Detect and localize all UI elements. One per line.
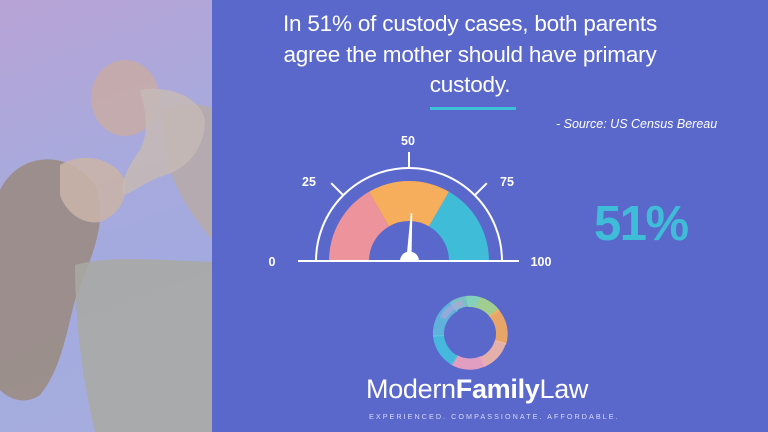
headline-line-2: agree the mother should have primary [283,41,657,67]
brand-name-family: Family [455,374,540,404]
headline-line-3: custody. [429,72,511,97]
photo-illustration [0,60,212,432]
headline-underline [430,107,516,110]
brand-name: ModernFamilyLaw [366,374,588,405]
gauge-segment-low [329,191,389,261]
gauge-chart: 0 25 50 75 100 [269,134,552,269]
gauge-hub [400,251,419,261]
mother-baby-photo [0,0,212,432]
source-citation: - Source: US Census Bereau [556,117,718,131]
gauge-outer-arc [315,167,503,262]
gauge-segment-high [429,191,489,261]
stat-percentage: 51% [594,197,689,251]
gauge-tick-75 [474,182,488,196]
gauge-label-25: 25 [302,175,316,189]
brand-tagline: EXPERIENCED. COMPASSIONATE. AFFORDABLE. [369,412,620,421]
gauge-label-0: 0 [269,255,276,269]
gauge-needle [406,213,413,258]
gauge-tick-25 [330,182,344,196]
brand-name-law: Law [539,374,589,404]
gauge-label-100: 100 [531,255,552,269]
gauge-label-75: 75 [500,175,514,189]
headline: In 51% of custody cases, both parents ag… [230,9,710,101]
gauge-segment-mid [369,181,449,227]
headline-line-1: In 51% of custody cases, both parents [282,11,658,36]
brand-logo-icon [432,295,508,370]
gauge-label-50: 50 [401,134,415,148]
brand-name-modern: Modern [366,374,456,404]
